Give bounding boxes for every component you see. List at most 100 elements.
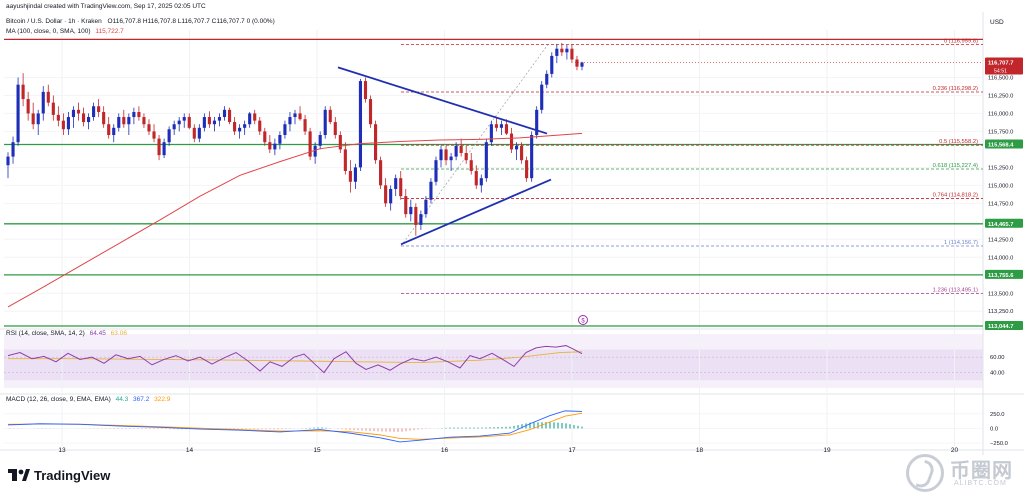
ohlc-values: O116,707.8 H116,707.8 L116,707.7 C116,70… [107,18,275,25]
macd-legend: MACD (12, 26, close, 9, EMA, EMA) 44.3 3… [6,396,170,403]
candle-body [227,109,232,123]
candle-body [31,113,35,125]
candle-body [298,113,302,120]
candle-body [494,124,498,128]
candle-body [76,109,81,114]
ma-legend: MA (100, close, 0, SMA, 100) 115,722.7 [6,28,124,35]
candle-body [389,188,393,204]
candle-body [152,131,156,139]
candle-body [484,142,488,179]
macd-hist-value: 44.3 [115,396,129,403]
candle-body [66,117,70,130]
rsi-legend: RSI (14, close, SMA, 14, 2) 64.45 63.06 [6,330,127,337]
ma-legend-value: 115,722.7 [95,28,124,35]
price-tag-support [985,269,1023,279]
candle-body [197,127,201,139]
candle-body [11,142,15,157]
candle-body [540,84,544,110]
macd-tick-label: 0.0 [990,426,998,432]
candle-body [16,84,20,143]
macd-signal-line [7,412,583,440]
fib-label-0.236: 0.236 (116,298.2) [933,86,978,92]
candle-body [474,170,478,186]
x-tick-19: 19 [823,447,831,454]
candle-body [102,111,106,125]
fib-label-0: 0 (116,959.8) [944,38,978,44]
candle-body [338,135,342,150]
candle-body [520,145,524,161]
x-tick-13: 13 [58,447,66,454]
price-tag-support [985,321,1023,330]
candle-body [565,48,569,53]
triangle-trendline-1 [400,178,552,246]
candle-body [177,120,181,125]
candle-body [409,206,413,215]
fib-label-0.5: 0.5 (115,558.2) [939,139,978,145]
ma-line [7,132,583,308]
y-tick-label: 113,500.0 [988,291,1013,297]
fib-label-1.236: 1.236 (113,495.1) [933,288,978,294]
candle-body [238,127,242,132]
rsi-ma-line [8,351,583,363]
macd-legend-label: MACD (12, 26, close, 9, EMA, EMA) [6,396,111,403]
candle-body [243,124,247,128]
y-tick-label: 115,000.0 [988,183,1013,189]
candle-body [172,124,176,130]
watermark-subtitle: ALIBTC.COM [954,480,1007,487]
candle-body [570,48,574,60]
price-tag-support [985,139,1023,149]
candle-body [92,106,96,118]
candle-body [530,135,534,179]
triangle-trendline-0 [337,66,548,135]
candle-body [348,170,352,182]
candle-body [449,156,453,161]
candle-body [127,117,131,125]
candle-body [323,109,327,136]
candle-body [253,113,257,121]
watermark-title: 币圈网 [950,460,1013,482]
symbol-ohlc-line: Bitcoin / U.S. Dollar · 1h · Kraken O116… [6,18,275,25]
candle-body [509,133,514,150]
x-tick-16: 16 [441,447,449,454]
tradingview-wordmark: TradingView [34,468,111,483]
candle-body [248,113,252,125]
candle-body [273,143,277,150]
candle-body [278,135,282,144]
rsi-tick-label: 40.00 [990,371,1005,377]
rsi-legend-value: 64.45 [89,330,106,337]
macd-tick-label: −250.0 [990,441,1008,447]
candle-body [555,48,559,56]
watermark-logo-icon [906,454,944,492]
candle-body [575,59,579,67]
candle-body [414,206,418,225]
candle-body [283,124,287,136]
candle-body [217,117,222,121]
candle-body [374,124,378,161]
candle-body [268,142,272,150]
candle-body [107,124,111,136]
macd-line [7,410,583,443]
y-tick-label: 114,000.0 [988,255,1013,261]
candle-body [147,124,151,132]
candle-body [318,135,322,146]
candle-body [343,149,347,171]
candle-body [514,145,519,150]
candle-body [293,113,297,118]
price-tag-label: 113,755.6 [988,273,1014,279]
candle-body [328,109,332,123]
candle-body [187,117,191,128]
fib-label-0.764: 0.764 (114,818.2) [933,192,978,198]
currency-label: USD [990,19,1004,26]
rsi-legend-label: RSI (14, close, SMA, 14, 2) [6,330,85,337]
candle-body [379,160,383,186]
x-tick-18: 18 [696,447,704,454]
macd-line-value: 367.2 [133,396,150,403]
candle-body [439,149,443,161]
rsi-line [7,345,583,374]
y-tick-label: 113,250.0 [988,309,1013,315]
candle-body [469,160,473,171]
candle-body [222,109,227,118]
tradingview-logo[interactable]: TradingView [8,468,110,483]
